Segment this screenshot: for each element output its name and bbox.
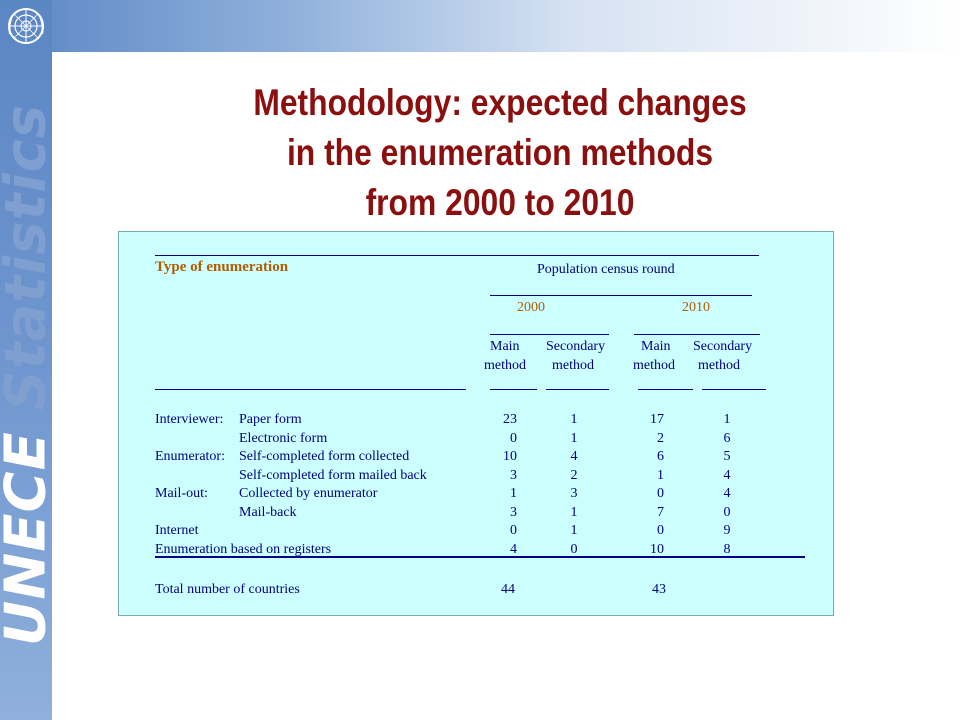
col-main-2000-line2: method — [484, 358, 526, 373]
cell-main-2000: 23 — [503, 412, 517, 427]
col-secondary-2000-line1: Secondary — [546, 339, 606, 354]
cell-secondary-2010: 0 — [723, 504, 731, 520]
row-method-label: Collected by enumerator — [239, 486, 378, 501]
brand-statistics: Statistics — [0, 103, 59, 411]
cell-main-2010: 0 — [657, 523, 664, 538]
cell-main-2010: 6 — [657, 449, 664, 464]
col-main-2010-line1: Main — [641, 339, 671, 354]
cell-main-2000: 10 — [503, 449, 517, 464]
cell-main-2000: 0 — [510, 523, 517, 538]
cell-main-2000: 4 — [510, 541, 517, 557]
row-group-label: Internet — [155, 523, 199, 538]
enumeration-methods-table: Type of enumeration Population census ro… — [118, 231, 834, 616]
cell-secondary-2000: 4 — [570, 449, 578, 464]
row-method-label: Self-completed form mailed back — [239, 467, 427, 483]
cell-main-2010: 0 — [657, 486, 664, 501]
col-secondary-2010-line2: method — [698, 358, 740, 373]
row-method-label: Paper form — [239, 412, 302, 427]
header-rule-secondary-2000 — [546, 389, 609, 390]
cell-secondary-2010: 9 — [723, 523, 731, 538]
year-2000-header: 2000 — [517, 300, 545, 315]
header-gradient-band — [0, 0, 960, 52]
cell-main-2010: 2 — [657, 430, 664, 446]
cell-secondary-2010: 1 — [723, 412, 731, 427]
row-group-label: Mail-out: — [155, 486, 208, 501]
header-rule-main-2000 — [490, 389, 537, 390]
unece-statistics-brand: UNECE Statistics — [0, 104, 59, 646]
col-secondary-2010-line1: Secondary — [693, 339, 753, 354]
row-method-label: Self-completed form collected — [239, 449, 410, 464]
cell-secondary-2010: 4 — [723, 467, 731, 483]
year-2010-rule — [634, 334, 760, 335]
cell-main-2010: 17 — [650, 412, 664, 427]
cell-secondary-2010: 6 — [723, 430, 731, 446]
un-emblem-icon — [8, 8, 44, 44]
cell-secondary-2000: 1 — [570, 412, 578, 427]
cell-main-2010: 10 — [650, 541, 664, 557]
cell-main-2000: 0 — [510, 430, 517, 446]
row-group-label: Enumeration based on registers — [155, 541, 332, 557]
cell-secondary-2000: 3 — [570, 486, 578, 501]
cell-secondary-2000: 0 — [570, 541, 578, 557]
cell-secondary-2000: 1 — [570, 523, 578, 538]
year-2010-header: 2010 — [682, 300, 710, 315]
slide-title: Methodology: expected changes in the enu… — [182, 78, 818, 228]
row-method-label: Electronic form — [239, 430, 328, 446]
cell-secondary-2000: 1 — [570, 430, 578, 446]
cell-main-2010: 1 — [657, 467, 664, 483]
census-round-rule — [490, 295, 752, 296]
brand-unece: UNECE — [0, 431, 59, 647]
census-round-header: Population census round — [537, 262, 675, 277]
col-secondary-2000-line2: method — [552, 358, 594, 373]
type-of-enumeration-header: Type of enumeration — [155, 259, 289, 275]
col-main-2010-line2: method — [633, 358, 675, 373]
total-countries-label: Total number of countries — [155, 582, 300, 597]
header-rule-main-2010 — [638, 389, 693, 390]
cell-main-2000: 3 — [510, 467, 517, 483]
cell-main-2000: 3 — [510, 504, 517, 520]
table-top-rule — [155, 255, 759, 256]
cell-secondary-2010: 4 — [723, 486, 731, 501]
slide-title-line-3: from 2000 to 2010 — [365, 182, 635, 223]
header-rule-secondary-2010 — [702, 389, 766, 390]
year-2000-rule — [490, 334, 609, 335]
row-group-label: Interviewer: — [155, 412, 224, 427]
cell-secondary-2010: 8 — [723, 541, 731, 557]
cell-main-2010: 7 — [657, 504, 664, 520]
cell-secondary-2000: 1 — [570, 504, 578, 520]
slide-title-line-1: Methodology: expected changes — [253, 82, 747, 123]
cell-main-2000: 1 — [510, 486, 517, 501]
header-rule-label — [155, 389, 466, 390]
row-group-label: Enumerator: — [155, 449, 225, 464]
col-main-2000-line1: Main — [490, 339, 520, 354]
cell-secondary-2000: 2 — [570, 467, 578, 483]
slide-title-line-2: in the enumeration methods — [286, 132, 714, 173]
sidebar-brand-band — [0, 0, 52, 720]
total-countries-2000: 44 — [501, 582, 515, 597]
cell-secondary-2010: 5 — [723, 449, 731, 464]
total-countries-2010: 43 — [652, 582, 666, 597]
data-bottom-rule — [155, 556, 805, 558]
row-method-label: Mail-back — [239, 504, 297, 520]
